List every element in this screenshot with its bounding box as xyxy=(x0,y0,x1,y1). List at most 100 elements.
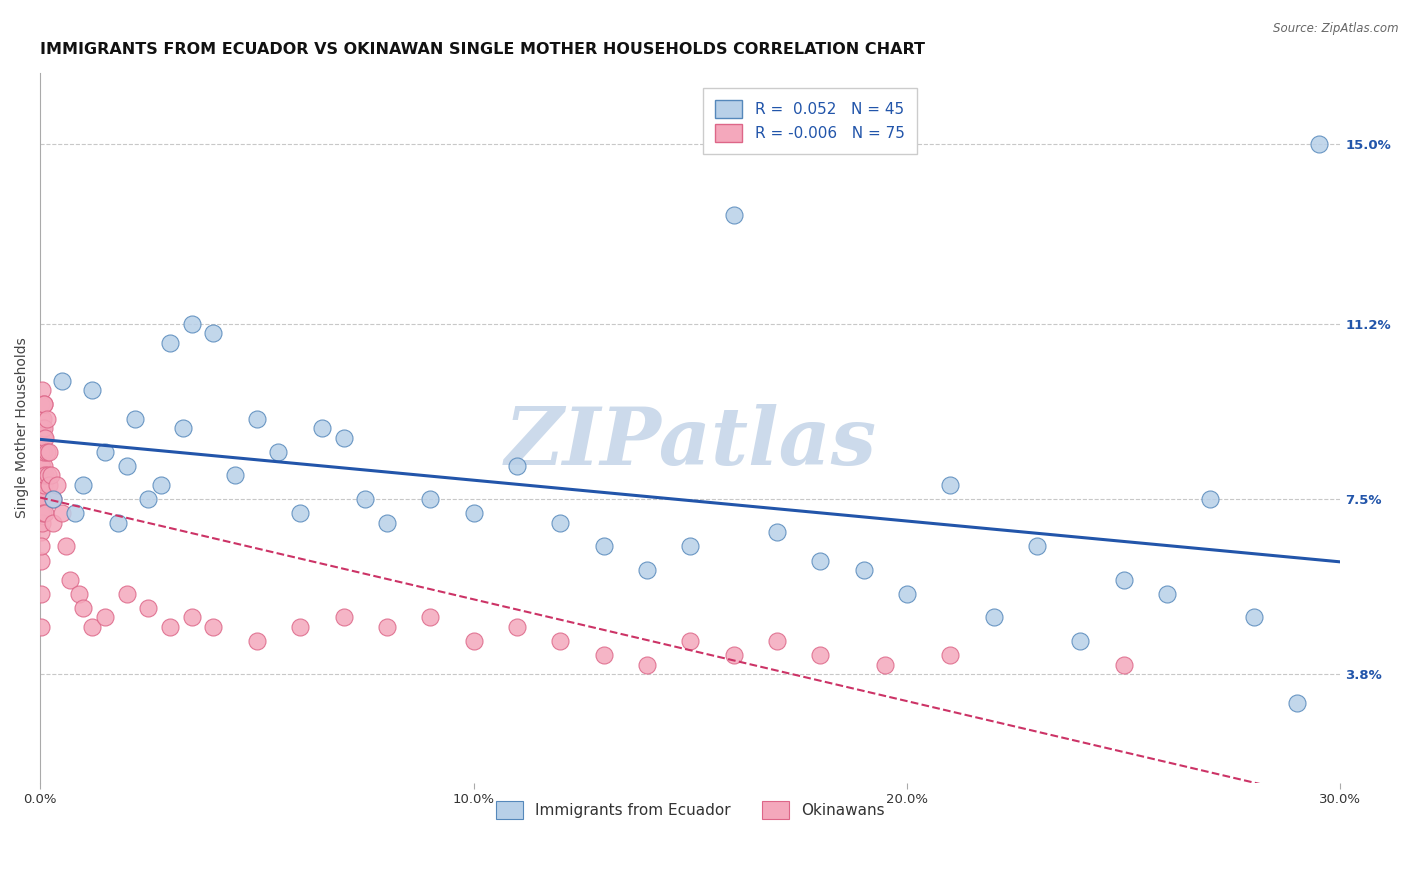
Point xyxy=(723,208,745,222)
Point xyxy=(31,506,53,520)
Point xyxy=(30,587,52,601)
Point xyxy=(1026,540,1049,554)
Point xyxy=(246,634,269,648)
Point xyxy=(288,620,311,634)
Point xyxy=(1156,587,1178,601)
Point xyxy=(1112,657,1135,672)
Point xyxy=(34,397,56,411)
Point xyxy=(32,411,55,425)
Point xyxy=(31,458,53,473)
Point xyxy=(35,411,58,425)
Point xyxy=(30,540,52,554)
Point xyxy=(55,540,77,554)
Point xyxy=(32,421,55,435)
Point xyxy=(31,421,53,435)
Point xyxy=(592,540,614,554)
Point xyxy=(124,411,146,425)
Point xyxy=(1286,696,1309,710)
Point xyxy=(67,587,90,601)
Point xyxy=(34,506,56,520)
Point xyxy=(202,326,225,341)
Point xyxy=(138,601,160,615)
Point xyxy=(548,634,571,648)
Point xyxy=(63,506,86,520)
Point xyxy=(1308,137,1330,152)
Point xyxy=(766,634,789,648)
Point xyxy=(94,444,117,458)
Text: IMMIGRANTS FROM ECUADOR VS OKINAWAN SINGLE MOTHER HOUSEHOLDS CORRELATION CHART: IMMIGRANTS FROM ECUADOR VS OKINAWAN SING… xyxy=(41,42,925,57)
Point xyxy=(311,421,333,435)
Point xyxy=(159,620,181,634)
Point xyxy=(636,563,658,577)
Point xyxy=(592,648,614,663)
Point xyxy=(32,397,55,411)
Point xyxy=(30,458,52,473)
Point xyxy=(679,634,702,648)
Point xyxy=(332,610,354,624)
Point xyxy=(180,610,202,624)
Point xyxy=(32,444,55,458)
Point xyxy=(32,431,55,445)
Point xyxy=(1199,492,1222,507)
Point xyxy=(30,397,52,411)
Point xyxy=(32,458,55,473)
Point xyxy=(463,634,485,648)
Point xyxy=(31,492,53,507)
Point xyxy=(51,506,73,520)
Point xyxy=(506,458,529,473)
Point xyxy=(46,478,69,492)
Point xyxy=(34,431,56,445)
Point xyxy=(766,525,789,540)
Y-axis label: Single Mother Households: Single Mother Households xyxy=(15,338,30,518)
Point xyxy=(37,468,59,483)
Point xyxy=(419,610,441,624)
Point xyxy=(72,478,94,492)
Point xyxy=(59,573,82,587)
Point xyxy=(138,492,160,507)
Point xyxy=(30,620,52,634)
Point xyxy=(35,444,58,458)
Text: ZIPatlas: ZIPatlas xyxy=(505,403,876,481)
Point xyxy=(246,411,269,425)
Point xyxy=(419,492,441,507)
Point xyxy=(30,506,52,520)
Point xyxy=(38,444,60,458)
Point xyxy=(39,468,62,483)
Point xyxy=(38,478,60,492)
Point xyxy=(150,478,173,492)
Point xyxy=(939,478,962,492)
Point xyxy=(288,506,311,520)
Point xyxy=(30,444,52,458)
Point xyxy=(808,554,831,568)
Point xyxy=(939,648,962,663)
Point xyxy=(202,620,225,634)
Point xyxy=(31,421,53,435)
Point xyxy=(375,516,398,530)
Point xyxy=(679,540,702,554)
Point xyxy=(31,384,53,398)
Point xyxy=(159,335,181,350)
Point xyxy=(34,478,56,492)
Point xyxy=(34,468,56,483)
Point xyxy=(224,468,246,483)
Point xyxy=(115,587,138,601)
Legend: Immigrants from Ecuador, Okinawans: Immigrants from Ecuador, Okinawans xyxy=(489,796,891,825)
Point xyxy=(983,610,1005,624)
Point xyxy=(32,468,55,483)
Point xyxy=(852,563,875,577)
Point xyxy=(180,317,202,331)
Point xyxy=(1069,634,1091,648)
Point xyxy=(506,620,529,634)
Point xyxy=(42,492,65,507)
Point xyxy=(42,516,65,530)
Point xyxy=(51,374,73,388)
Point xyxy=(31,516,53,530)
Point xyxy=(72,601,94,615)
Point xyxy=(30,478,52,492)
Point xyxy=(896,587,918,601)
Point xyxy=(30,492,52,507)
Point xyxy=(31,468,53,483)
Point xyxy=(30,492,52,507)
Point xyxy=(30,525,52,540)
Point xyxy=(30,431,52,445)
